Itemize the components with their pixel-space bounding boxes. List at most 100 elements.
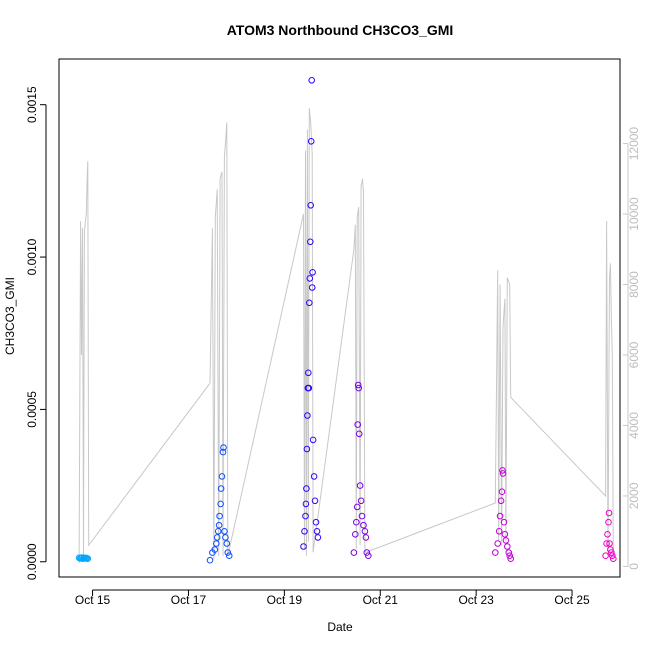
data-point [500,518,508,526]
data-point [499,470,507,477]
data-point [307,138,315,145]
chart-title: ATOM3 Northbound CH3CO3_GMI [227,22,454,38]
data-point [609,552,616,560]
data-point [605,509,613,517]
data-point [308,284,316,291]
y2-tick-label: 4000 [627,412,641,439]
data-point [604,531,611,538]
data-point [497,497,505,505]
data-point [308,77,316,84]
data-point [224,549,232,556]
y-axis-label: CH3CO3_GMI [3,277,17,355]
data-point [312,518,320,526]
y2-axis: 0 2000 4000 6000 8000 10000 12000 [623,127,641,570]
data-point [211,546,219,553]
y2-tick-label: 6000 [627,341,641,368]
y-tick-label: 0.0010 [25,238,39,275]
y-tick-label: 0.0000 [25,543,39,580]
data-point [221,528,228,535]
data-point [356,482,364,489]
data-point [610,555,617,563]
x-tick-label: Oct 17 [171,593,207,607]
data-point [362,534,370,541]
data-point [499,467,506,474]
x-tick-label: Oct 15 [75,593,111,607]
data-point [608,549,615,556]
data-point [302,500,310,508]
data-point [492,549,499,556]
data-point [217,485,225,492]
x-tick-label: Oct 23 [458,593,494,607]
data-point [495,528,503,535]
y2-tick-label: 8000 [627,271,641,298]
data-point [314,534,322,541]
x-tick-label: Oct 21 [363,593,399,607]
data-point [310,473,318,480]
data-point [214,528,222,535]
data-point [355,430,363,438]
data-point [502,537,510,544]
data-point [305,369,312,377]
data-point [306,275,314,282]
data-point [605,518,612,526]
y2-tick-label: 12000 [627,127,641,161]
data-point [309,269,316,276]
data-point [353,503,361,511]
data-point [223,540,231,547]
data-point [307,238,314,246]
data-points [75,77,617,564]
data-point [365,552,372,560]
x-axis-label: Date [327,620,353,634]
data-point [309,436,317,444]
data-point [213,534,221,541]
data-point [354,421,362,428]
data-point [306,299,313,307]
y2-tick-label: 2000 [627,482,641,509]
data-point [216,512,223,520]
data-point [84,555,92,563]
data-point [350,549,358,556]
data-point [363,549,371,556]
y-axis: 0.0000 0.0005 0.0010 0.0015 [25,86,47,580]
data-point [305,384,313,392]
data-point [358,512,366,520]
data-point [607,546,614,553]
data-point [307,202,315,209]
data-point [304,412,311,419]
data-point [360,521,367,529]
x-tick-label: Oct 19 [267,593,303,607]
data-point [220,444,227,451]
data-point [313,528,321,535]
data-point [352,531,359,538]
y-tick-label: 0.0015 [25,86,39,123]
data-point [496,512,504,520]
data-point [357,497,365,505]
data-point [355,384,363,392]
y2-tick-label: 0 [627,563,641,570]
data-point [353,518,360,526]
x-tick-label: Oct 25 [554,593,590,607]
data-point [311,497,319,505]
data-point [303,445,311,453]
data-point [301,528,308,535]
data-point [300,543,307,550]
data-point [217,500,224,508]
data-point [361,528,369,535]
data-point [504,543,511,550]
data-point [213,540,220,547]
x-axis: Oct 15 Oct 17 Oct 19 Oct 21 Oct 23 Oct 25 [75,589,590,607]
y2-tick-label: 10000 [627,197,641,231]
plot-frame [58,58,621,578]
data-point [498,488,506,496]
data-point [507,555,515,563]
data-point [606,540,613,547]
data-point [215,521,223,529]
data-point [222,534,229,541]
data-point [225,552,233,560]
data-point [302,512,309,520]
data-point [219,448,227,456]
data-point [603,540,610,547]
data-point [494,540,502,547]
data-point [218,473,226,480]
